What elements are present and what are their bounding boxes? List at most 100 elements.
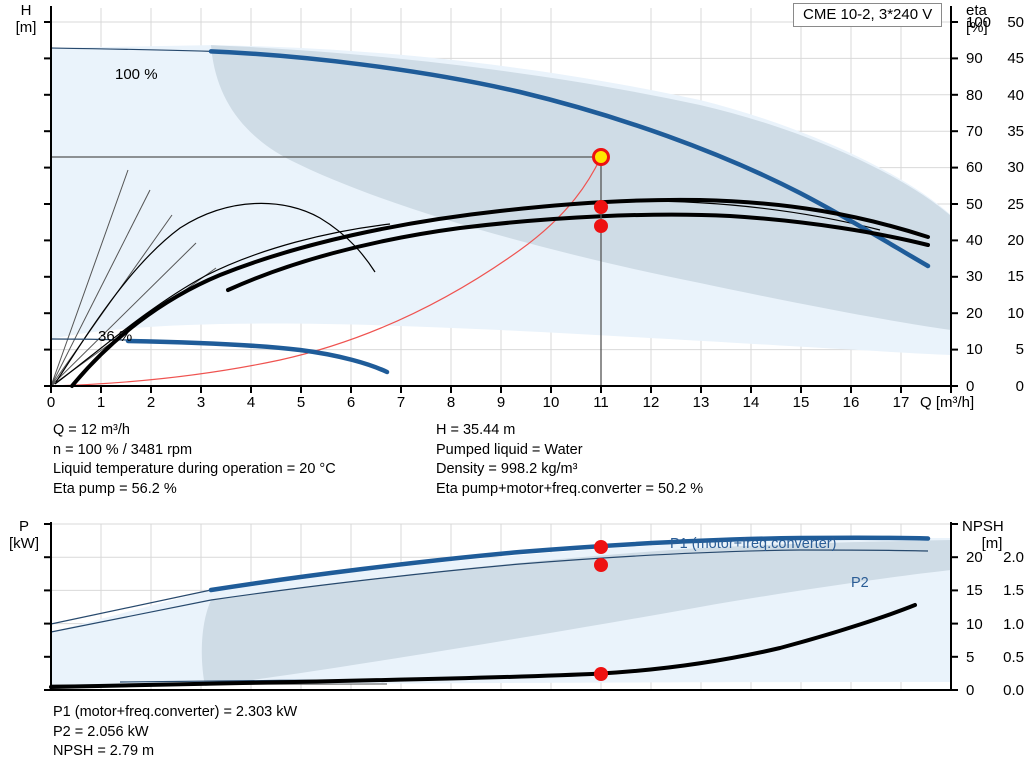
top-xtick-2: 2 bbox=[146, 394, 156, 411]
power-band-inner bbox=[201, 540, 951, 686]
top-ytick-30: 30 bbox=[1007, 159, 1024, 176]
npsh-curve bbox=[49, 603, 917, 689]
eta-total-curve bbox=[226, 212, 930, 292]
qh-curve-36 bbox=[125, 338, 390, 375]
p2-curve bbox=[210, 549, 929, 601]
top-xtick-6: 6 bbox=[346, 394, 356, 411]
speed-label-36: 36 % bbox=[98, 328, 133, 345]
info-block-right: H = 35.44 m Pumped liquid = Water Densit… bbox=[436, 421, 703, 499]
eta-pump-curve bbox=[70, 197, 930, 388]
model-title-box: CME 10-2, 3*240 V bbox=[793, 3, 943, 27]
bottom-y2tick-15: 15 bbox=[966, 582, 983, 599]
top-ytick-35: 35 bbox=[1007, 123, 1024, 140]
duty-dot-npsh bbox=[594, 667, 608, 681]
info-pumped-liquid: Pumped liquid = Water bbox=[436, 441, 583, 458]
top-xtick-11: 11 bbox=[593, 394, 609, 411]
info-h: H = 35.44 m bbox=[436, 422, 516, 438]
operating-band-inner bbox=[211, 45, 951, 330]
qh-curve-100-extrapolated bbox=[50, 47, 212, 52]
bottom-left-ticks bbox=[44, 523, 51, 691]
qh-curve-36-extrapolated bbox=[50, 338, 129, 341]
top-y2tick-10: 10 bbox=[966, 341, 983, 358]
info-liquid-temp: Liquid temperature during operation = 20… bbox=[53, 461, 336, 477]
info-speed: n = 100 % / 3481 rpm bbox=[53, 441, 193, 458]
top-y2tick-40: 40 bbox=[966, 232, 983, 249]
info-npsh: NPSH = 2.79 m bbox=[53, 743, 155, 759]
top-ytick-15: 15 bbox=[1007, 268, 1024, 285]
p2-extrapolated-line bbox=[50, 599, 212, 633]
bottom-right-ticks bbox=[951, 523, 958, 691]
top-xtick-3: 3 bbox=[196, 394, 206, 411]
top-xtick-4: 4 bbox=[246, 394, 256, 411]
top-x-axis-title: Q [m³/h] bbox=[920, 394, 975, 411]
info-density: Density = 998.2 kg/m³ bbox=[436, 461, 578, 477]
duty-dot-eta-total bbox=[594, 219, 608, 233]
top-xtick-8: 8 bbox=[446, 394, 456, 411]
bottom-y-axis-title-line2: [kW] bbox=[9, 535, 39, 552]
bottom-ytick-10: 1.0 bbox=[1003, 616, 1024, 633]
top-y2tick-30: 30 bbox=[966, 268, 983, 285]
bottom-ytick-20: 2.0 bbox=[1003, 549, 1024, 566]
top-ytick-50: 50 bbox=[1007, 14, 1024, 31]
info-p2: P2 = 2.056 kW bbox=[53, 723, 149, 740]
top-right-ticks bbox=[951, 21, 958, 387]
top-y2tick-70: 70 bbox=[966, 123, 983, 140]
head-chart-canvas bbox=[44, 6, 958, 393]
p2-curve-label: P2 bbox=[851, 575, 869, 591]
top-ytick-10: 10 bbox=[1007, 305, 1024, 322]
top-xtick-7: 7 bbox=[396, 394, 406, 411]
top-xtick-13: 13 bbox=[692, 394, 710, 411]
top-y2tick-60: 60 bbox=[966, 159, 983, 176]
p1-curve-label: P1 (motor+freq.converter) bbox=[670, 536, 837, 552]
top-xtick-15: 15 bbox=[792, 394, 810, 411]
top-xtick-5: 5 bbox=[296, 394, 306, 411]
qh-curve-100 bbox=[208, 49, 931, 269]
bottom-y2tick-0: 0 bbox=[966, 682, 975, 699]
p1-extrapolated-line bbox=[50, 589, 212, 625]
power-chart-canvas bbox=[44, 522, 958, 691]
duty-dot-p2 bbox=[594, 558, 608, 572]
top-ytick-0: 0 bbox=[1015, 378, 1024, 395]
top-ytick-40: 40 bbox=[1007, 87, 1024, 104]
top-left-ticks bbox=[44, 21, 51, 387]
top-xtick-9: 9 bbox=[496, 394, 506, 411]
top-y-axis-title-line1: H bbox=[20, 2, 32, 19]
info-p1: P1 (motor+freq.converter) = 2.303 kW bbox=[53, 704, 298, 720]
top-ytick-45: 45 bbox=[1007, 50, 1024, 67]
top-y2-axis-title-line2: [%] bbox=[966, 19, 988, 36]
info-eta-pump: Eta pump = 56.2 % bbox=[53, 480, 177, 497]
info-block-left: Q = 12 m³/h n = 100 % / 3481 rpm Liquid … bbox=[53, 421, 336, 499]
bottom-ytick-15: 1.5 bbox=[1003, 582, 1024, 599]
bottom-y2-axis-title-line1: NPSH bbox=[962, 518, 1004, 535]
duty-dot-p1 bbox=[594, 540, 608, 554]
bottom-y2tick-5: 5 bbox=[966, 649, 975, 666]
top-y2tick-0: 0 bbox=[966, 378, 975, 395]
top-ytick-25: 25 bbox=[1007, 196, 1024, 213]
info-eta-total: Eta pump+motor+freq.converter = 50.2 % bbox=[436, 480, 704, 497]
speed-label-100: 100 % bbox=[115, 66, 158, 83]
power-npsh-chart: P [kW] NPSH [m] 0.0 0.5 1.0 1.5 2.0 0 5 … bbox=[0, 510, 1024, 700]
bottom-ytick-0: 0.0 bbox=[1003, 682, 1024, 699]
eta-total-partload-curve bbox=[54, 223, 391, 385]
duty-point-marker[interactable] bbox=[592, 148, 610, 166]
top-xtick-16: 16 bbox=[842, 394, 860, 411]
top-y2tick-100: 100 bbox=[966, 14, 992, 31]
bottom-y-axis-title-line1: P bbox=[18, 518, 29, 535]
top-xtick-17: 17 bbox=[892, 394, 910, 411]
duty-dot-eta-pump bbox=[594, 200, 608, 214]
bottom-y2tick-20: 20 bbox=[966, 549, 983, 566]
p1-curve bbox=[208, 535, 931, 593]
bottom-ytick-05: 0.5 bbox=[1003, 649, 1024, 666]
top-y2-axis-title-line1: eta bbox=[966, 2, 987, 19]
info-block-bottom: P1 (motor+freq.converter) = 2.303 kW P2 … bbox=[53, 703, 297, 762]
top-ytick-5: 5 bbox=[1015, 341, 1024, 358]
top-xtick-10: 10 bbox=[542, 394, 560, 411]
top-xtick-1: 1 bbox=[96, 394, 106, 411]
top-y-axis-title-line2: [m] bbox=[15, 19, 37, 36]
top-y2tick-50: 50 bbox=[966, 196, 983, 213]
top-xtick-0: 0 bbox=[46, 394, 56, 411]
top-xtick-12: 12 bbox=[642, 394, 660, 411]
bottom-y2tick-10: 10 bbox=[966, 616, 983, 633]
top-bottom-ticks bbox=[50, 386, 952, 393]
